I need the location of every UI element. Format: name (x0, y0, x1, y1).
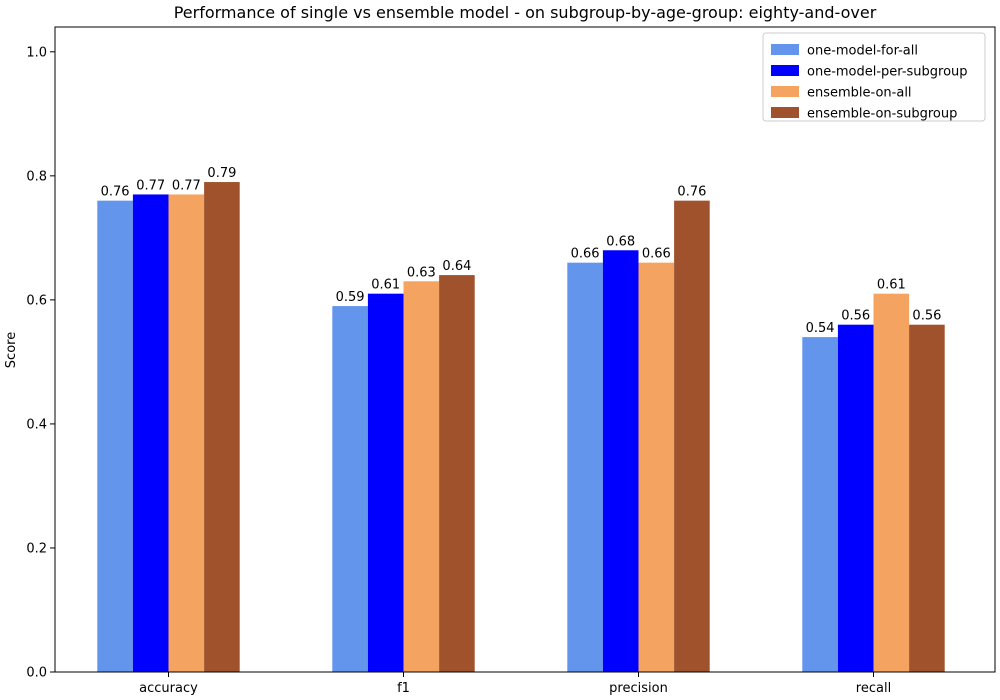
data-label-one-model-for-all-precision: 0.66 (571, 247, 600, 262)
legend-label-ensemble-on-all: ensemble-on-all (807, 86, 912, 101)
bar-ensemble-on-subgroup-recall (909, 324, 945, 672)
data-labels-layer: 0.76 0.77 0.77 0.79 0.59 0.61 0.63 0.64 0.66 0.68… (101, 166, 942, 336)
bar-ensemble-on-subgroup-f1 (439, 275, 475, 672)
bars-layer (97, 182, 945, 673)
legend-swatch-ensemble-on-subgroup (771, 107, 799, 118)
x-tick-label-precision: precision (609, 681, 668, 696)
y-tick-label: 0.0 (26, 666, 47, 681)
axes-layer: 0.0 0.2 0.4 0.6 0.8 1.0 accuracy f1 precision rec… (26, 26, 996, 696)
chart-title: Performance of single vs ensemble model … (174, 3, 877, 22)
data-label-one-model-for-all-recall: 0.54 (806, 321, 835, 336)
legend-swatch-ensemble-on-all (771, 86, 799, 97)
legend: one-model-for-all one-model-per-subgroup e… (762, 32, 986, 122)
legend-swatch-one-model-for-all (771, 44, 799, 55)
data-label-ensemble-on-subgroup-f1: 0.64 (442, 259, 471, 274)
bar-one-model-per-subgroup-accuracy (132, 194, 169, 672)
bar-one-model-for-all-precision (567, 262, 603, 672)
x-tick-label-accuracy: accuracy (139, 681, 198, 696)
legend-label-one-model-for-all: one-model-for-all (807, 44, 918, 59)
bar-one-model-per-subgroup-f1 (367, 293, 404, 672)
y-axis-label: Score (4, 332, 19, 368)
data-label-ensemble-on-all-precision: 0.66 (642, 247, 671, 262)
legend-box (762, 32, 986, 122)
data-label-ensemble-on-subgroup-accuracy: 0.79 (207, 166, 236, 181)
data-label-one-model-per-subgroup-f1: 0.61 (371, 278, 400, 293)
x-tick-label-f1: f1 (397, 681, 410, 696)
bar-one-model-for-all-f1 (332, 306, 368, 672)
data-label-ensemble-on-subgroup-recall: 0.56 (912, 309, 941, 324)
bar-ensemble-on-subgroup-accuracy (204, 182, 240, 673)
plot-frame (54, 26, 996, 673)
legend-label-ensemble-on-subgroup: ensemble-on-subgroup (807, 107, 957, 122)
data-label-ensemble-on-all-accuracy: 0.77 (172, 178, 201, 193)
bar-ensemble-on-subgroup-precision (674, 200, 710, 672)
data-label-one-model-per-subgroup-precision: 0.68 (606, 234, 635, 249)
data-label-ensemble-on-all-f1: 0.63 (407, 265, 436, 280)
bar-ensemble-on-all-f1 (403, 281, 440, 672)
data-label-one-model-for-all-f1: 0.59 (336, 290, 365, 305)
bar-one-model-per-subgroup-precision (602, 250, 639, 672)
bar-ensemble-on-all-recall (873, 293, 910, 672)
bar-ensemble-on-all-accuracy (168, 194, 205, 672)
y-tick-label: 0.4 (26, 417, 47, 432)
bar-ensemble-on-all-precision (638, 262, 675, 672)
bar-one-model-for-all-accuracy (97, 200, 133, 672)
legend-swatch-one-model-per-subgroup (771, 65, 799, 76)
y-tick-label: 0.6 (26, 293, 47, 308)
legend-label-one-model-per-subgroup: one-model-per-subgroup (807, 65, 968, 80)
data-label-ensemble-on-all-recall: 0.61 (877, 278, 906, 293)
y-tick-label: 0.8 (26, 169, 47, 184)
data-label-one-model-per-subgroup-recall: 0.56 (841, 309, 870, 324)
x-tick-label-recall: recall (856, 681, 891, 696)
y-tick-label: 0.2 (26, 541, 47, 556)
data-label-ensemble-on-subgroup-precision: 0.76 (677, 185, 706, 200)
y-tick-label: 1.0 (26, 45, 47, 60)
data-label-one-model-per-subgroup-accuracy: 0.77 (136, 178, 165, 193)
bar-one-model-per-subgroup-recall (837, 324, 874, 672)
data-label-one-model-for-all-accuracy: 0.76 (101, 185, 130, 200)
bar-one-model-for-all-recall (802, 337, 838, 672)
